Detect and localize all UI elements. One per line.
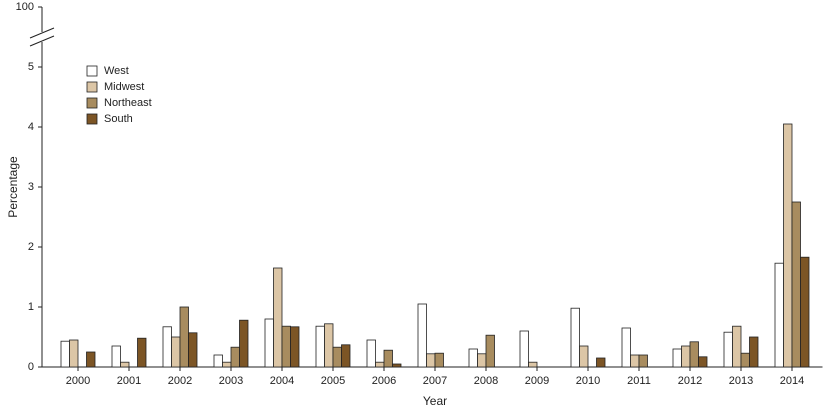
bar bbox=[137, 337, 147, 368]
bar bbox=[366, 339, 376, 368]
bar bbox=[264, 318, 274, 368]
y-tick-label: 5 bbox=[28, 61, 34, 73]
bar bbox=[341, 344, 351, 368]
bar bbox=[681, 345, 691, 368]
axis-break-gap bbox=[40, 32, 44, 42]
bar bbox=[239, 319, 249, 368]
bar bbox=[426, 353, 436, 368]
x-tick-label: 2014 bbox=[780, 375, 804, 387]
legend-label: Northeast bbox=[104, 97, 152, 109]
bar bbox=[434, 352, 444, 368]
bar bbox=[579, 345, 589, 368]
legend-swatch bbox=[86, 65, 98, 77]
bar bbox=[383, 349, 393, 368]
bar bbox=[332, 346, 342, 368]
bar bbox=[179, 306, 189, 368]
bar bbox=[60, 340, 70, 368]
legend-label: West bbox=[104, 65, 129, 77]
bar bbox=[638, 354, 648, 368]
bar bbox=[528, 361, 538, 368]
bar bbox=[273, 267, 283, 368]
bar bbox=[222, 361, 232, 368]
bar bbox=[120, 361, 130, 368]
bar bbox=[324, 323, 334, 368]
bar bbox=[723, 331, 733, 368]
x-tick-label: 2009 bbox=[525, 375, 549, 387]
bar bbox=[188, 332, 198, 368]
bar bbox=[698, 356, 708, 368]
bar bbox=[740, 352, 750, 368]
bar bbox=[689, 341, 699, 368]
x-tick-label: 2004 bbox=[270, 375, 294, 387]
x-tick-label: 2007 bbox=[423, 375, 447, 387]
bar bbox=[86, 351, 96, 368]
bar bbox=[732, 325, 742, 368]
legend-swatch bbox=[86, 97, 98, 109]
bar bbox=[791, 201, 801, 368]
bar bbox=[774, 262, 784, 368]
x-tick-label: 2010 bbox=[576, 375, 600, 387]
bar bbox=[485, 334, 495, 368]
bar bbox=[468, 348, 478, 368]
bar bbox=[621, 327, 631, 368]
legend-label: South bbox=[104, 113, 133, 125]
x-tick-label: 2012 bbox=[678, 375, 702, 387]
legend-label: Midwest bbox=[104, 81, 144, 93]
bar bbox=[630, 354, 640, 368]
x-tick-label: 2006 bbox=[372, 375, 396, 387]
y-axis-label: Percentage bbox=[6, 156, 20, 218]
bar bbox=[477, 353, 487, 368]
bar bbox=[596, 357, 606, 368]
bar bbox=[171, 336, 181, 368]
y-tick-label: 1 bbox=[28, 301, 34, 313]
axis-break bbox=[29, 27, 55, 39]
x-axis-label: Year bbox=[423, 394, 447, 408]
x-tick-label: 2003 bbox=[219, 375, 243, 387]
y-tick-label: 2 bbox=[28, 241, 34, 253]
x-tick-label: 2002 bbox=[168, 375, 192, 387]
y-tick-label: 4 bbox=[28, 121, 34, 133]
bar bbox=[315, 325, 325, 368]
bar bbox=[375, 361, 385, 368]
bar bbox=[672, 348, 682, 368]
bar bbox=[69, 339, 79, 368]
bar bbox=[519, 330, 529, 368]
x-tick-label: 2013 bbox=[729, 375, 753, 387]
x-tick-label: 2001 bbox=[117, 375, 141, 387]
legend-swatch bbox=[86, 113, 98, 125]
bar bbox=[783, 123, 793, 368]
legend-swatch bbox=[86, 81, 98, 93]
bar bbox=[162, 326, 172, 368]
bar bbox=[749, 336, 759, 368]
x-tick-label: 2000 bbox=[66, 375, 90, 387]
bar bbox=[392, 363, 402, 368]
axis-break bbox=[29, 35, 55, 47]
bar bbox=[281, 325, 291, 368]
y-tick-label: 100 bbox=[16, 1, 34, 13]
y-tick-label: 3 bbox=[28, 181, 34, 193]
bar bbox=[417, 303, 427, 368]
x-tick-label: 2008 bbox=[474, 375, 498, 387]
bar bbox=[570, 307, 580, 368]
bar bbox=[111, 345, 121, 368]
bar bbox=[290, 326, 300, 368]
x-tick-label: 2005 bbox=[321, 375, 345, 387]
bar bbox=[213, 354, 223, 368]
x-tick-label: 2011 bbox=[627, 375, 651, 387]
bar bbox=[800, 256, 810, 368]
bar bbox=[230, 346, 240, 368]
y-tick-label: 0 bbox=[28, 361, 34, 373]
